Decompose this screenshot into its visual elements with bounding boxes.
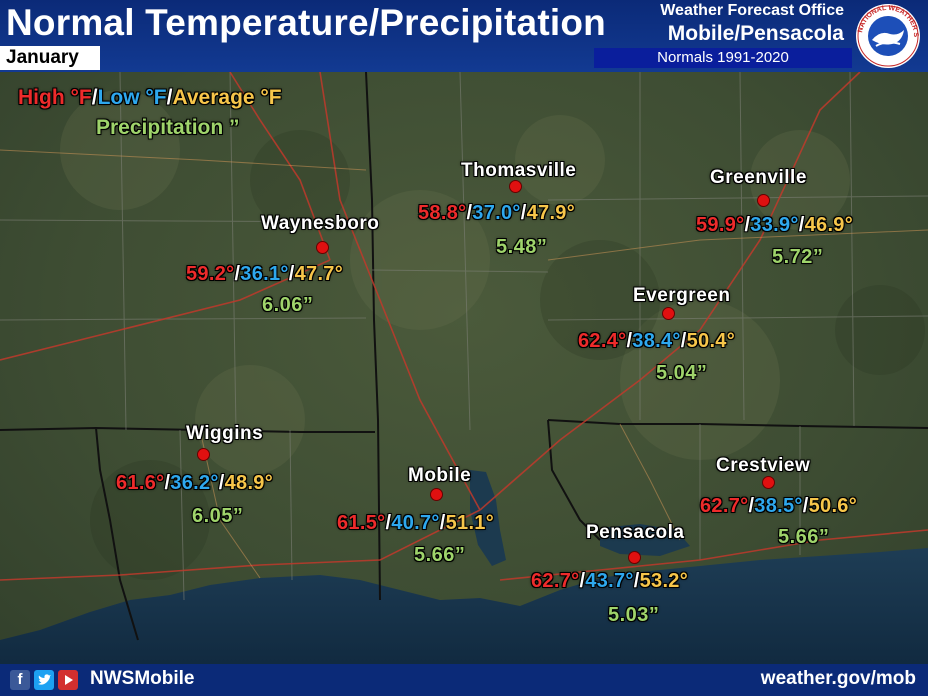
station-average: 47.9° [526,202,576,224]
separator: / [520,202,527,224]
office-location: Mobile/Pensacola [667,22,844,45]
station-temperatures: 61.6°/36.2°/48.9° [116,472,273,495]
station-marker [316,241,329,254]
separator: / [218,472,225,494]
social-handle[interactable]: NWSMobile [90,668,195,689]
separator: / [439,512,446,534]
normals-label-background [594,48,852,68]
separator: / [466,202,473,224]
station-marker [430,488,443,501]
station-precipitation: 5.66” [414,544,466,566]
station-high: 58.8° [418,202,467,224]
footer-bar [0,664,928,696]
facebook-icon[interactable]: f [10,670,30,690]
station-precipitation: 6.05” [192,505,244,527]
station-name: Greenville [710,167,807,188]
station-low: 38.4° [632,330,681,352]
station-marker [628,551,641,564]
separator: / [626,330,633,352]
station-temperatures: 59.2°/36.1°/47.7° [186,263,343,286]
station-average: 50.6° [808,495,858,517]
nws-logo-icon: NATIONAL WEATHER SERVICE [852,2,920,68]
separator: / [234,263,241,285]
youtube-icon[interactable] [58,670,78,690]
separator: / [385,512,392,534]
station-average: 46.9° [804,214,854,236]
month-label-background [0,46,100,70]
station-marker [757,194,770,207]
page-title: Normal Temperature/Precipitation [6,2,606,43]
station-precipitation: 5.48” [496,236,548,258]
website-link[interactable]: weather.gov/mob [760,668,916,689]
station-high: 62.4° [578,330,627,352]
station-low: 40.7° [391,512,440,534]
station-precipitation: 5.72” [772,246,824,268]
station-precipitation: 5.04” [656,362,708,384]
separator: / [164,472,171,494]
station-low: 43.7° [585,570,634,592]
station-high: 62.7° [700,495,749,517]
station-name: Thomasville [461,160,577,181]
station-temperatures: 59.9°/33.9°/46.9° [696,214,853,237]
station-low: 37.0° [472,202,521,224]
separator: / [680,330,687,352]
station-temperatures: 62.7°/43.7°/53.2° [531,570,688,593]
station-average: 50.4° [686,330,736,352]
station-low: 33.9° [750,214,799,236]
legend-low: Low °F [97,86,167,109]
office-label: Weather Forecast Office [660,2,844,19]
station-temperatures: 62.4°/38.4°/50.4° [578,330,735,353]
separator: / [802,495,809,517]
normals-label: Normals 1991-2020 [657,49,789,66]
station-marker [509,180,522,193]
twitter-icon[interactable] [34,670,54,690]
station-average: 47.7° [294,263,344,285]
station-name: Crestview [716,455,811,476]
station-low: 36.1° [240,263,289,285]
separator: / [744,214,751,236]
station-low: 38.5° [754,495,803,517]
station-average: 53.2° [639,570,689,592]
station-average: 48.9° [224,472,274,494]
separator: / [748,495,755,517]
station-marker [662,307,675,320]
separator: / [579,570,586,592]
station-name: Pensacola [586,522,685,543]
station-high: 62.7° [531,570,580,592]
legend-average: Average °F [172,86,282,109]
month-label: January [6,47,79,68]
separator: / [288,263,295,285]
station-high: 61.5° [337,512,386,534]
station-name: Mobile [408,465,472,486]
station-average: 51.1° [445,512,495,534]
separator: / [798,214,805,236]
legend-high: High °F [18,86,92,109]
station-high: 59.2° [186,263,235,285]
station-high: 61.6° [116,472,165,494]
separator: / [633,570,640,592]
station-temperatures: 62.7°/38.5°/50.6° [700,495,857,518]
station-temperatures: 58.8°/37.0°/47.9° [418,202,575,225]
station-name: Evergreen [633,285,731,306]
station-name: Waynesboro [261,213,380,234]
station-low: 36.2° [170,472,219,494]
legend-precipitation: Precipitation ” [96,116,240,139]
station-name: Wiggins [186,423,264,444]
temperature-legend: High °F/Low °F/Average °F [18,86,282,109]
station-precipitation: 5.03” [608,604,660,626]
station-marker [197,448,210,461]
station-precipitation: 5.66” [778,526,830,548]
station-temperatures: 61.5°/40.7°/51.1° [337,512,494,535]
station-high: 59.9° [696,214,745,236]
station-marker [762,476,775,489]
station-precipitation: 6.06” [262,294,314,316]
